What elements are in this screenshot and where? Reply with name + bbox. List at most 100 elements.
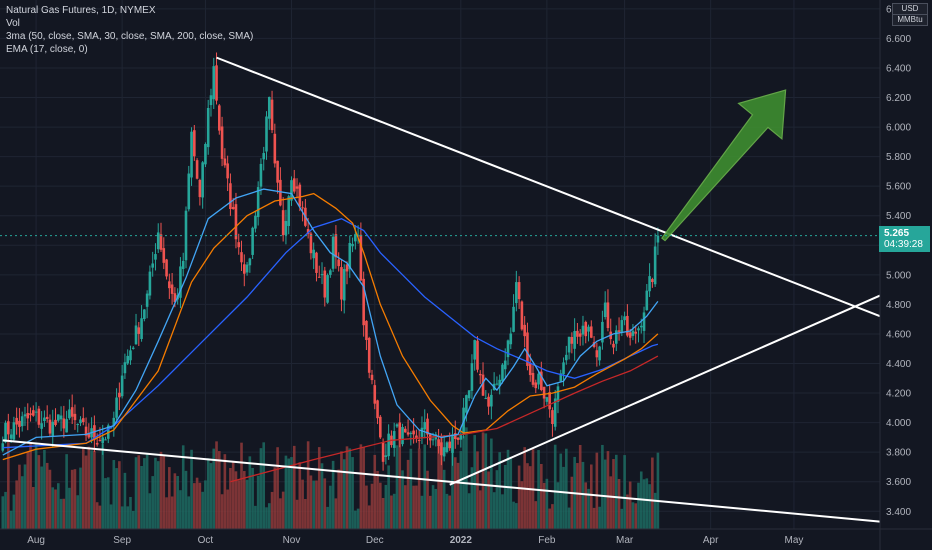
candle-body — [562, 362, 565, 375]
volume-bar — [18, 464, 21, 529]
candle-body — [320, 274, 324, 276]
volume-bar — [1, 496, 5, 529]
candle-body — [181, 260, 185, 269]
candle-body — [162, 248, 166, 263]
candle-body — [143, 309, 146, 320]
volume-bar — [59, 498, 63, 529]
candle-body — [237, 242, 241, 248]
candle-body — [126, 355, 129, 364]
moving-average-indicator-label[interactable]: 3ma (50, close, SMA, 30, close, SMA, 200… — [6, 31, 254, 42]
time-tick-label: Apr — [703, 535, 719, 546]
volume-bar — [576, 463, 579, 529]
volume-bar — [376, 470, 379, 529]
candle-body — [195, 160, 199, 179]
candle-body — [520, 301, 524, 330]
volume-bar — [651, 457, 654, 529]
volume-bar — [506, 449, 510, 529]
candle-body — [26, 413, 30, 419]
currency-unit-badge[interactable]: USD MMBtu — [892, 3, 928, 26]
candle-body — [334, 234, 338, 258]
volume-bar — [231, 461, 235, 529]
volume-bar — [528, 466, 532, 529]
candle-body — [29, 413, 32, 416]
volume-bar — [165, 497, 168, 529]
candle-body — [59, 415, 63, 420]
candle-body — [287, 196, 291, 227]
candle-body — [212, 66, 216, 100]
candle-body — [265, 116, 268, 152]
volume-bar — [304, 499, 307, 529]
volume-bar — [476, 451, 479, 529]
volume-bar — [20, 476, 24, 529]
price-axis[interactable]: 6.8006.6006.4006.2006.0005.8005.6005.400… — [886, 4, 911, 517]
candle-body — [431, 439, 435, 441]
volume-bar — [534, 501, 538, 529]
volume-bar — [348, 448, 352, 529]
candle-body — [645, 290, 649, 311]
volume-bar — [106, 477, 110, 529]
volume-bar — [478, 490, 482, 529]
volume-bar — [76, 495, 80, 529]
candle-body — [503, 360, 507, 370]
volume-bar — [251, 467, 254, 529]
volume-bar — [467, 493, 471, 529]
volume-bar — [634, 503, 638, 529]
volume-bar — [517, 465, 521, 529]
symbol-title[interactable]: Natural Gas Futures, 1D, NYMEX — [6, 5, 156, 16]
volume-bar — [245, 479, 249, 529]
candle-body — [412, 430, 415, 435]
volume-bar — [598, 506, 601, 529]
candle-body — [342, 269, 346, 301]
candle-body — [254, 215, 257, 229]
ema-indicator-label[interactable]: EMA (17, close, 0) — [6, 44, 88, 55]
volume-bar — [220, 494, 224, 529]
volume-bar — [617, 479, 621, 529]
volume-bars — [1, 427, 660, 529]
volume-bar — [503, 464, 507, 529]
volume-bar — [326, 506, 329, 529]
candle-body — [81, 418, 85, 423]
volume-bar — [37, 455, 41, 529]
arrow-shape — [661, 89, 787, 242]
time-axis[interactable]: Aug Sep Oct Nov Dec 2022 Feb Mar Apr May — [27, 535, 803, 546]
volume-bar — [212, 448, 216, 529]
price-tick-label: 4.000 — [886, 418, 911, 429]
volume-bar — [456, 462, 460, 529]
candle-body — [256, 187, 260, 218]
time-tick-label: 2022 — [450, 535, 473, 546]
candle-body — [551, 410, 554, 425]
candle-body — [642, 312, 646, 331]
volume-bar — [309, 475, 313, 529]
volume-bar — [570, 476, 574, 529]
candle-body — [565, 354, 568, 361]
candle-body — [437, 439, 440, 447]
volume-bar — [276, 447, 279, 529]
volume-indicator-label[interactable]: Vol — [6, 18, 20, 29]
candle-body — [517, 282, 521, 300]
candle-body — [18, 420, 21, 427]
candle-body — [626, 315, 629, 336]
candle-body — [101, 437, 105, 444]
candle-body — [309, 233, 313, 254]
volume-bar — [201, 491, 204, 529]
trendlines[interactable] — [2, 56, 881, 523]
volume-bar — [412, 485, 415, 529]
candlesticks — [1, 52, 660, 471]
candle-body — [331, 236, 335, 269]
candle-body — [168, 281, 171, 289]
volume-bar — [367, 505, 371, 529]
candle-body — [498, 379, 501, 387]
time-tick-label: May — [784, 535, 803, 546]
volume-bar — [84, 455, 88, 529]
candle-body — [281, 210, 285, 236]
candle-body — [251, 227, 254, 255]
bullish-arrow[interactable] — [661, 89, 787, 242]
volume-bar — [193, 483, 196, 529]
price-tick-label: 5.400 — [886, 211, 911, 222]
volume-bar — [176, 476, 179, 529]
candle-body — [606, 302, 610, 329]
volume-bar — [540, 463, 543, 529]
candle-body — [315, 252, 318, 273]
candle-body — [148, 271, 152, 296]
